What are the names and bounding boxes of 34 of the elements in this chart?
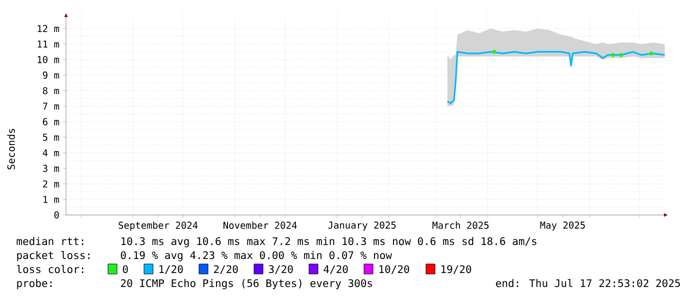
text: median rtt: (16, 237, 84, 246)
x-tick-label: September 2024 (118, 222, 198, 231)
y-tick-label: 6 m (42, 118, 60, 126)
text: 20 ICMP Echo Pings (56 Bytes) every 300s (120, 279, 372, 290)
x-tick-label: January 2025 (328, 222, 396, 231)
text: probe: (17, 279, 52, 290)
y-tick-label: 8 m (42, 87, 60, 94)
y-tick-label: 9 m (42, 72, 60, 79)
text: 0.19 % avg 4.23 % max 0.00 % min 0.07 % now (120, 251, 392, 262)
x-tick-label: November 2024 (224, 222, 297, 229)
legend-label: 19/20 (441, 265, 472, 274)
legend-title: loss color: (17, 264, 84, 274)
text: packet loss: (17, 250, 90, 262)
x-tick-label: March 2025 (432, 222, 489, 229)
text: end: Thu Jul 17 22:53:02 2025 (496, 278, 680, 288)
legend-label: 2/20 (214, 265, 238, 274)
y-tick-label: 0 (54, 211, 59, 219)
y-tick-label: 10 m (38, 56, 60, 64)
y-tick-label: 7 m (42, 102, 60, 110)
y-tick-label: 4 m (42, 149, 60, 156)
x-tick-label: May 2025 (540, 222, 585, 231)
y-tick-label: 12 m (38, 25, 60, 32)
y-tick-label: 2 m (43, 180, 60, 188)
y-tick-label: 1 m (43, 196, 60, 203)
y-tick-label: 3 m (42, 164, 60, 172)
y-tick-label: 11 m (38, 40, 60, 48)
legend-label: 1/20 (159, 265, 183, 274)
y-axis-title: Seconds (7, 128, 15, 170)
text: 10.3 ms avg 10.6 ms max 7.2 ms min 10.3 ms now 0.6 ms sd 18.6 am/s (121, 237, 536, 248)
legend-label: 3/20 (268, 265, 293, 274)
legend-label: 10/20 (379, 265, 410, 274)
legend-label: 0 (122, 265, 128, 274)
y-tick-label: 5 m (42, 134, 60, 141)
legend-label: 4/20 (324, 265, 348, 274)
